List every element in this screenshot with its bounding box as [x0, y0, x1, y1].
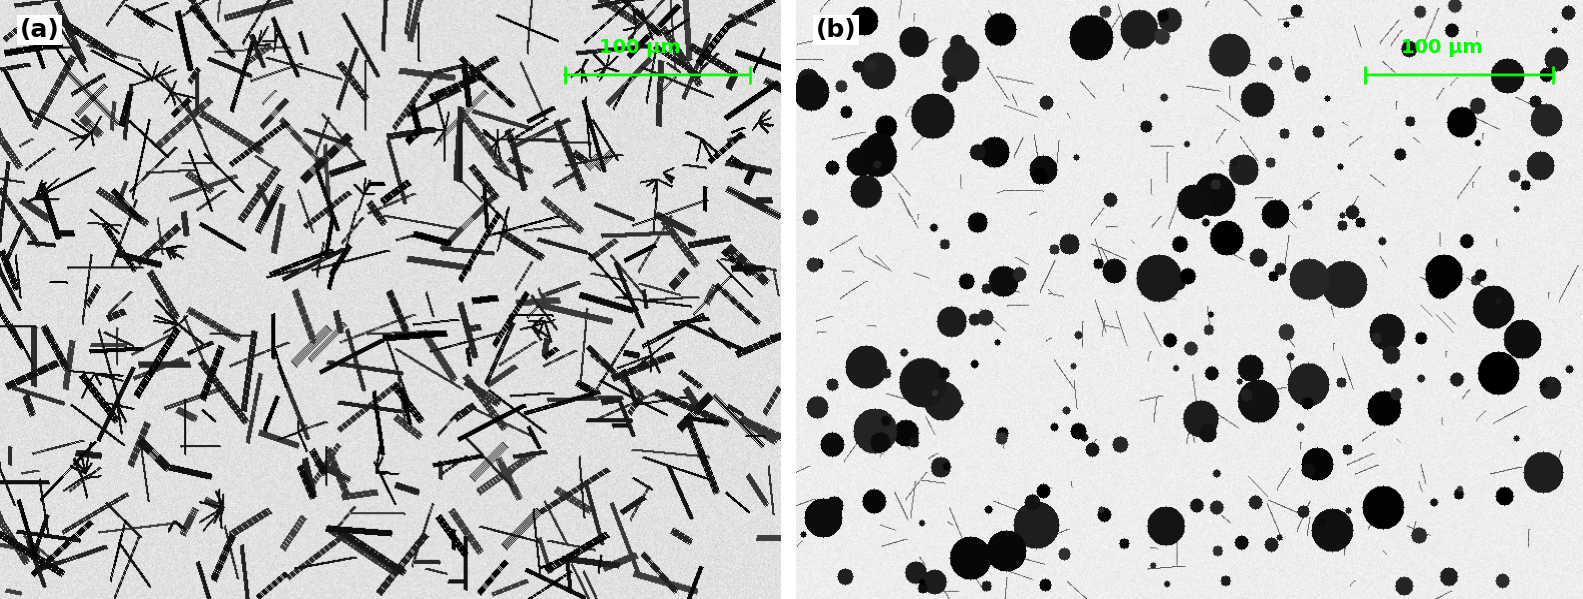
Text: (b): (b): [815, 18, 856, 42]
Text: 100 μm: 100 μm: [1401, 38, 1482, 57]
Text: (a): (a): [19, 18, 59, 42]
Text: 100 μm: 100 μm: [598, 38, 681, 57]
